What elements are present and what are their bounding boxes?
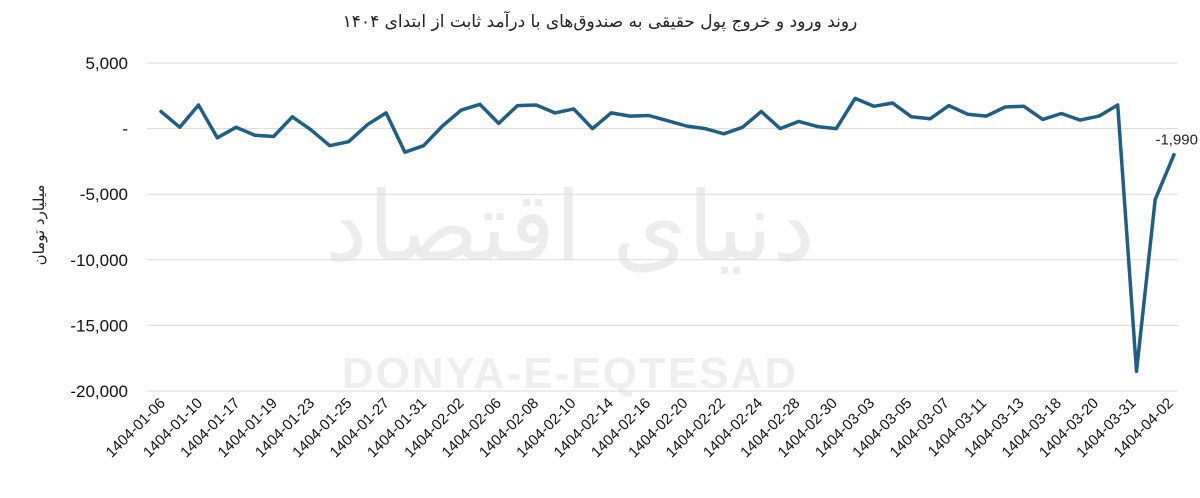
x-axis-ticks: 1404-01-061404-01-101404-01-171404-01-19… [103,395,1177,461]
watermark: دنیای اقتصاد DONYA-E-EQTESAD [325,171,815,398]
y-tick-label: -15,000 [70,316,128,335]
chart-title: روند ورود و خروج پول حقیقی به صندوق‌های … [343,10,858,32]
y-tick-label: -5,000 [80,185,128,204]
data-label-last: -1,990 [1155,132,1198,149]
series-line [159,96,1176,374]
gridlines [147,62,1178,392]
y-axis-ticks: 5,000 - -5,000 -10,000 -15,000 -20,000 [70,54,128,401]
y-tick-label: 5,000 [85,54,128,73]
y-tick-label: -10,000 [70,251,128,270]
series-layer [159,96,1176,374]
y-tick-label: - [122,120,128,139]
watermark-latin: DONYA-E-EQTESAD [342,349,798,398]
y-axis-label: میلیارد تومان [30,185,48,266]
y-tick-label: -20,000 [70,382,128,401]
watermark-farsi: دنیای اقتصاد [325,171,815,283]
data-labels: -1,990 [1155,132,1198,149]
